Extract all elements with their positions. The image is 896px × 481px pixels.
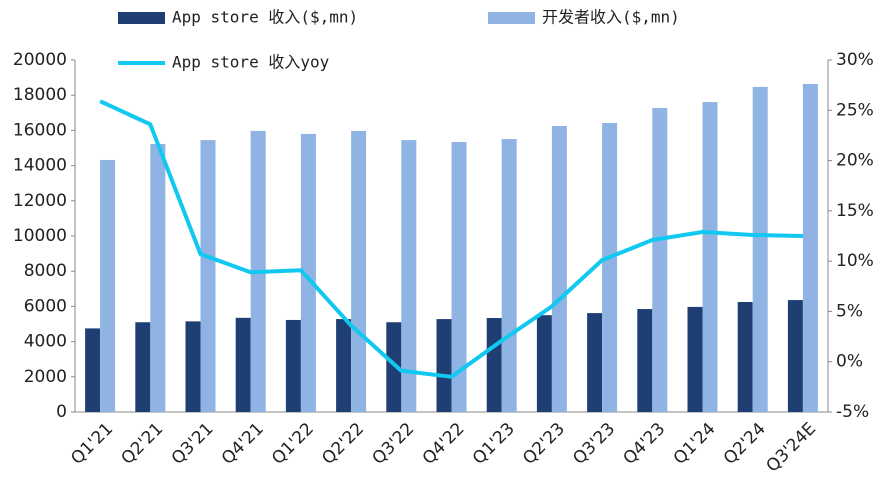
y-tick-label: 16000 (13, 120, 67, 140)
legend-label: 开发者收入($,mn) (542, 8, 680, 27)
y-tick-label: 2000 (24, 367, 67, 387)
x-tick-label: Q3'21 (168, 419, 218, 469)
y2-tick-label: 30% (836, 50, 874, 70)
bar (602, 123, 618, 413)
x-tick-label: Q2'22 (318, 419, 368, 469)
x-tick-label: Q3'24E (763, 419, 820, 476)
x-tick-label: Q3'23 (569, 419, 619, 469)
y-tick-label: 20000 (13, 50, 67, 70)
y2-tick-label: 20% (836, 151, 874, 171)
y2-tick-label: 15% (836, 201, 874, 221)
y2-tick-label: -5% (836, 402, 869, 422)
x-tick-label: Q4'23 (620, 419, 670, 469)
bar (401, 140, 417, 412)
legend-swatch (118, 12, 165, 24)
y2-tick-label: 5% (836, 301, 863, 321)
bar (185, 321, 201, 412)
bar (587, 313, 603, 412)
x-tick-label: Q1'22 (268, 419, 318, 469)
legend-label: App store 收入yoy (172, 53, 330, 72)
y-tick-label: 0 (56, 402, 67, 422)
legend-label: App store 收入($,mn) (172, 8, 358, 27)
bar (737, 302, 753, 412)
y-tick-label: 14000 (13, 156, 67, 176)
bar (436, 319, 452, 412)
y-tick-label: 10000 (13, 226, 67, 246)
y-tick-label: 8000 (24, 261, 67, 281)
x-tick-label: Q3'22 (369, 419, 419, 469)
bar (100, 159, 116, 412)
y-tick-label: 4000 (24, 332, 67, 352)
bar (501, 139, 517, 413)
bar (687, 306, 703, 412)
y-tick-label: 6000 (24, 296, 67, 316)
bar (351, 130, 367, 413)
x-tick-label: Q4'22 (419, 419, 469, 469)
bar (486, 318, 502, 412)
bar (752, 86, 768, 412)
bar (85, 328, 101, 412)
y2-tick-label: 10% (836, 251, 874, 271)
bar (300, 133, 316, 413)
bar (150, 143, 166, 412)
bar (386, 322, 402, 412)
bar (652, 108, 668, 412)
bar (235, 317, 251, 412)
bar (637, 309, 653, 412)
bar (787, 300, 803, 412)
x-tick-label: Q4'21 (218, 419, 268, 469)
x-tick-label: Q2'23 (519, 419, 569, 469)
bar (200, 140, 216, 412)
bar (135, 322, 151, 412)
x-tick-label: Q2'21 (118, 419, 168, 469)
bar (702, 102, 718, 413)
y-tick-label: 12000 (13, 191, 67, 211)
bar (802, 83, 818, 412)
x-tick-label: Q1'24 (670, 419, 720, 469)
line (99, 99, 803, 379)
y-tick-label: 18000 (13, 85, 67, 105)
y2-tick-label: 0% (836, 352, 863, 372)
x-tick-label: Q1'23 (469, 419, 519, 469)
legend-swatch (488, 12, 535, 24)
x-tick-label: Q1'21 (67, 419, 117, 469)
bar (336, 319, 352, 412)
bar (536, 315, 552, 412)
y2-tick-label: 25% (836, 100, 874, 120)
bar (451, 142, 467, 413)
bar (285, 319, 301, 412)
bar (551, 126, 567, 412)
